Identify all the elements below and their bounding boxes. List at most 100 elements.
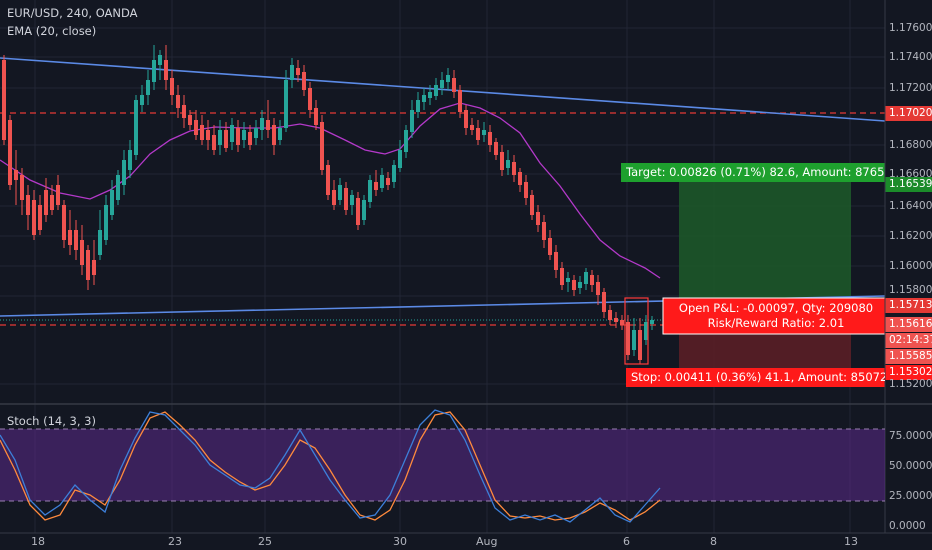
price-tick: 1.16600	[889, 168, 932, 180]
candle-body	[164, 60, 168, 80]
stop-price-tag: 1.15302	[889, 366, 932, 378]
candle-body	[194, 120, 198, 135]
candle-body	[248, 132, 252, 145]
stoch-axis-tick: 75.0000	[889, 430, 932, 442]
trendline-price-tag: 1.15713	[889, 299, 932, 311]
candle-body	[140, 95, 144, 105]
stoch-axis-tick: 50.0000	[889, 460, 932, 472]
candle-body	[512, 162, 516, 175]
target-label[interactable]: Target: 0.00826 (0.71%) 82.6, Amount: 87…	[626, 165, 885, 179]
highlight-box[interactable]	[624, 297, 649, 365]
candle-body	[284, 80, 288, 128]
candle-body	[2, 60, 6, 140]
time-tick: 25	[258, 535, 272, 548]
candle-body	[614, 318, 618, 322]
stop-label[interactable]: Stop: 0.00411 (0.36%) 41.1, Amount: 8507…	[631, 370, 885, 384]
candle-body	[134, 100, 138, 155]
candle-body	[278, 128, 282, 140]
candle-body	[338, 185, 342, 200]
symbol-legend[interactable]: EUR/USD, 240, OANDA	[7, 6, 138, 20]
candle-body	[326, 165, 330, 195]
candle-body	[422, 95, 426, 102]
resistance-price-tag: 1.17020	[889, 107, 932, 119]
candle-body	[374, 182, 378, 190]
time-tick: 6	[623, 535, 630, 548]
candle-body	[560, 268, 564, 285]
candle-body	[416, 100, 420, 112]
candle-body	[650, 320, 654, 324]
candle-body	[596, 282, 600, 295]
candle-body	[260, 118, 264, 130]
stop-label-bg	[626, 368, 885, 387]
low-price-tag: 1.15585	[889, 350, 932, 362]
candle-body	[608, 310, 612, 320]
candle-body	[38, 205, 42, 230]
candle-body	[440, 80, 444, 88]
candle-body	[446, 75, 450, 82]
candle-body	[404, 130, 408, 152]
candle-body	[8, 120, 12, 185]
candle-body	[254, 128, 258, 138]
candle-body	[362, 200, 366, 220]
candle-body	[272, 125, 276, 145]
candle-body	[410, 110, 414, 132]
current-price-tag: 1.15616	[889, 318, 932, 330]
candle-body	[302, 72, 306, 90]
candle-body	[98, 230, 102, 255]
candle-body	[182, 105, 186, 118]
candle-body	[548, 238, 552, 255]
candle-body	[476, 128, 480, 140]
candle-body	[200, 125, 204, 140]
candle-body	[110, 190, 114, 215]
stoch-legend[interactable]: Stoch (14, 3, 3)	[7, 414, 96, 428]
candle-body	[386, 178, 390, 185]
candle-body	[44, 190, 48, 215]
candle-body	[626, 322, 630, 355]
price-tick: 1.16200	[889, 230, 932, 242]
candle-body	[590, 275, 594, 285]
current-tag-bg	[885, 317, 932, 332]
candle-body	[242, 130, 246, 140]
candle-body	[452, 78, 456, 92]
price-tick: 1.17600	[889, 22, 932, 34]
candle-body	[158, 55, 162, 65]
target-tag-bg	[885, 177, 932, 192]
candle-body	[572, 280, 576, 290]
candle-body	[488, 132, 492, 145]
candle-body	[380, 175, 384, 188]
candle-body	[584, 272, 588, 284]
price-tick: 1.16000	[889, 260, 932, 272]
candle-body	[638, 330, 642, 360]
candle-body	[536, 212, 540, 225]
candle-body	[230, 125, 234, 142]
candle-body	[80, 240, 84, 265]
candle-body	[320, 122, 324, 170]
resistance-tag-bg	[885, 106, 932, 121]
stoch-axis-tick: 0.0000	[889, 520, 926, 532]
trendline-tag-bg	[885, 298, 932, 313]
candle-body	[524, 182, 528, 198]
candle-body	[314, 108, 318, 125]
candle-body	[266, 120, 270, 130]
candle-body	[482, 130, 486, 135]
rr-label[interactable]: Risk/Reward Ratio: 2.01	[707, 316, 845, 330]
price-tick: 1.17200	[889, 82, 932, 94]
stoch-k-line	[0, 409, 661, 523]
candle-body	[86, 250, 90, 280]
candle-body	[464, 110, 468, 128]
pnl-label[interactable]: Open P&L: -0.00097, Qty: 209080	[678, 301, 874, 315]
target-price-tag: 1.16539	[889, 178, 932, 190]
candle-body	[308, 88, 312, 110]
candle-body	[152, 60, 156, 82]
candle-body	[500, 152, 504, 170]
candle-body	[554, 252, 558, 270]
candle-body	[122, 160, 126, 185]
candle-body	[542, 222, 546, 240]
candle-body	[470, 125, 474, 130]
candle-body	[14, 170, 18, 180]
ema-legend[interactable]: EMA (20, close)	[7, 24, 97, 38]
candle-body	[332, 190, 336, 205]
time-tick: 23	[168, 535, 182, 548]
candle-body	[68, 230, 72, 245]
